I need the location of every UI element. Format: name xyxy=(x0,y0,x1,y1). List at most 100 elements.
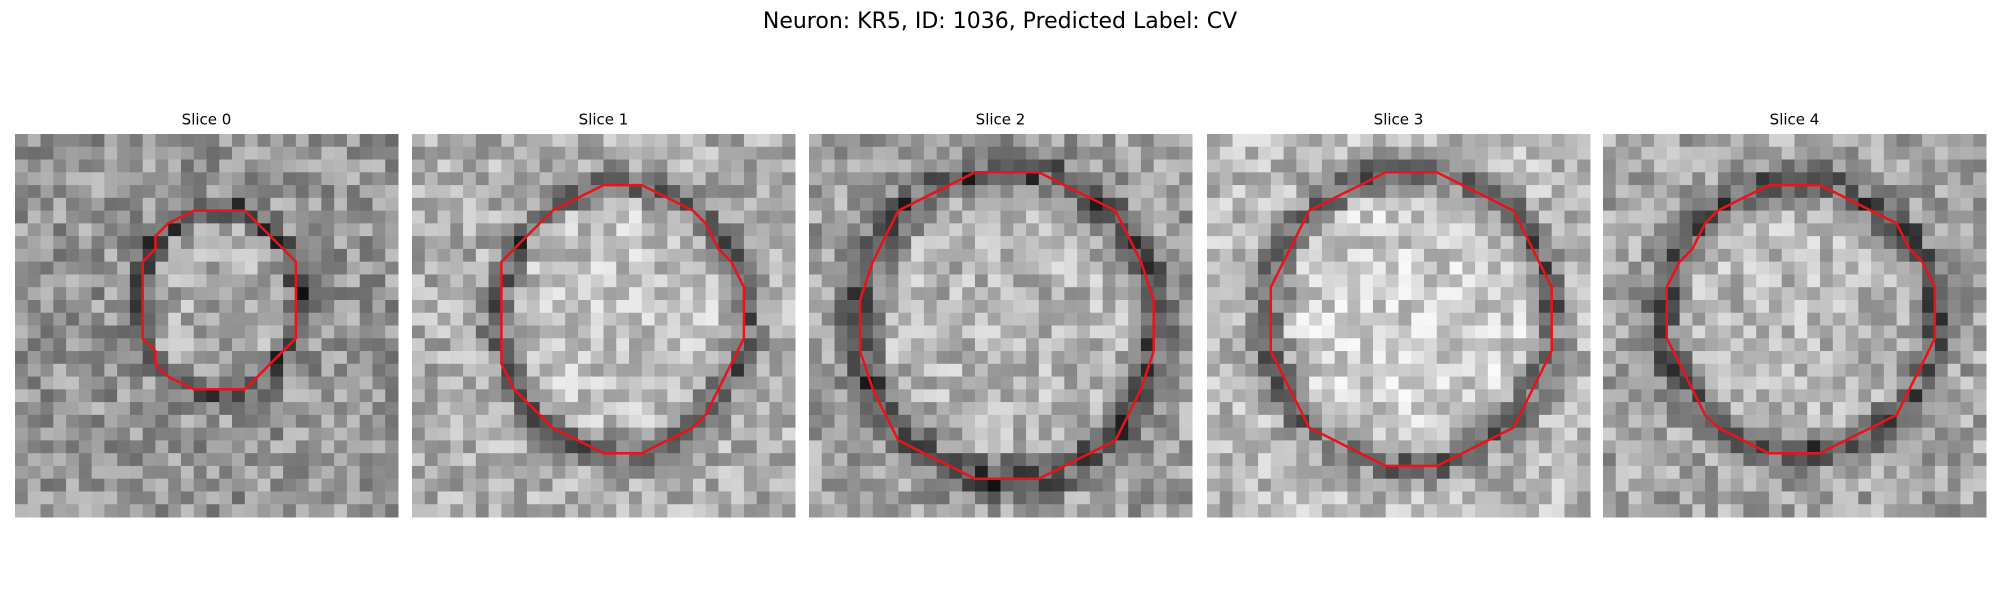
pixel xyxy=(270,248,284,263)
pixel xyxy=(1756,453,1770,467)
pixel xyxy=(526,414,541,429)
pixel xyxy=(1064,287,1078,301)
pixel xyxy=(577,376,592,390)
pixel xyxy=(27,402,42,416)
pixel xyxy=(1756,210,1770,224)
pixel xyxy=(1321,325,1336,339)
pixel xyxy=(244,440,259,454)
pixel xyxy=(463,159,477,173)
pixel xyxy=(1807,414,1821,429)
pixel xyxy=(718,134,732,148)
pixel xyxy=(437,159,451,173)
pixel xyxy=(424,389,439,403)
pixel xyxy=(974,274,989,288)
pixel xyxy=(1038,351,1053,365)
pixel xyxy=(1051,274,1065,288)
pixel xyxy=(1577,236,1591,250)
pixel xyxy=(756,338,770,352)
pixel xyxy=(1551,261,1565,275)
pixel xyxy=(155,478,169,492)
pixel xyxy=(974,261,989,275)
pixel xyxy=(463,363,477,378)
pixel xyxy=(1372,261,1387,275)
contour xyxy=(1269,171,1553,468)
pixel xyxy=(590,491,604,505)
pixel xyxy=(244,414,259,429)
pixel xyxy=(412,134,426,148)
pixel xyxy=(206,236,220,250)
pixel xyxy=(40,159,54,173)
pixel xyxy=(539,287,553,301)
pixel xyxy=(1513,299,1527,314)
pixel xyxy=(463,299,477,314)
pixel xyxy=(962,325,976,339)
pixel xyxy=(1115,504,1129,518)
pixel xyxy=(1641,261,1655,275)
pixel xyxy=(372,146,386,161)
pixel xyxy=(1321,223,1336,237)
pixel xyxy=(718,261,732,275)
pixel xyxy=(1270,478,1285,492)
pixel xyxy=(949,376,963,390)
pixel xyxy=(1411,172,1425,186)
pixel xyxy=(1140,478,1155,492)
pixel xyxy=(603,376,617,390)
pixel xyxy=(1909,427,1923,441)
pixel xyxy=(1270,440,1285,454)
pixel xyxy=(501,351,515,365)
pixel xyxy=(1089,453,1104,467)
pixel xyxy=(1207,376,1221,390)
pixel xyxy=(1858,491,1872,505)
pixel xyxy=(334,185,348,199)
pixel xyxy=(180,478,195,492)
pixel xyxy=(1385,491,1399,505)
pixel xyxy=(526,299,541,314)
pixel xyxy=(654,299,668,314)
pixel xyxy=(283,363,297,378)
pixel xyxy=(1309,325,1323,339)
pixel xyxy=(911,427,925,441)
pixel xyxy=(1564,197,1578,212)
pixel xyxy=(1960,389,1974,403)
pixel xyxy=(1679,338,1693,352)
pixel xyxy=(1051,389,1065,403)
pixel xyxy=(923,248,938,263)
pixel xyxy=(1717,261,1732,275)
pixel xyxy=(1603,146,1617,161)
pixel xyxy=(488,363,502,378)
pixel xyxy=(1077,414,1091,429)
pixel xyxy=(385,478,399,492)
pixel xyxy=(1781,363,1795,378)
pixel xyxy=(308,274,322,288)
pixel xyxy=(1858,478,1872,492)
pixel xyxy=(1153,134,1167,148)
pixel xyxy=(295,312,310,326)
pixel xyxy=(1398,465,1412,480)
pixel xyxy=(1309,185,1323,199)
pixel xyxy=(949,453,963,467)
pixel xyxy=(1258,389,1272,403)
pixel xyxy=(629,223,643,237)
pixel xyxy=(334,376,348,390)
pixel xyxy=(834,261,848,275)
pixel xyxy=(1102,351,1116,365)
pixel xyxy=(295,376,310,390)
pixel xyxy=(488,261,502,275)
pixel xyxy=(1730,248,1744,263)
pixel xyxy=(834,248,848,263)
pixel xyxy=(104,236,118,250)
pixel xyxy=(40,261,54,275)
pixel xyxy=(962,274,976,288)
pixel xyxy=(1360,197,1374,212)
pixel xyxy=(1526,299,1540,314)
pixel xyxy=(756,134,770,148)
pixel xyxy=(1424,402,1438,416)
pixel xyxy=(641,389,656,403)
pixel xyxy=(1666,299,1681,314)
pixel xyxy=(680,287,694,301)
pixel xyxy=(616,159,630,173)
pixel xyxy=(219,338,233,352)
pixel xyxy=(1526,159,1540,173)
pixel xyxy=(78,197,93,212)
pixel xyxy=(872,274,887,288)
